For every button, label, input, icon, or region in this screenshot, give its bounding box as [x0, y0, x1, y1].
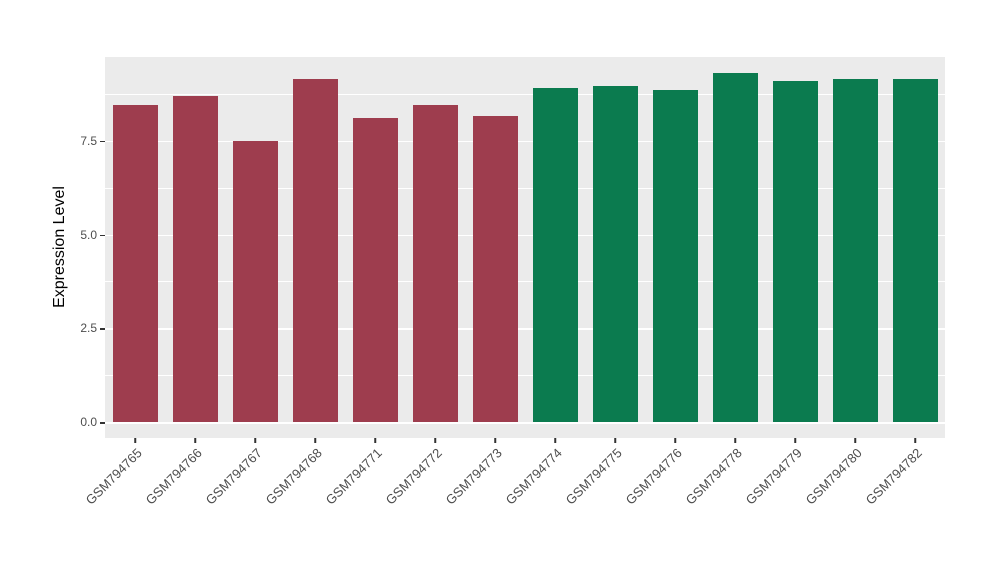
x-tick-label: GSM794774	[502, 445, 565, 508]
x-tick-mark	[794, 438, 796, 443]
gridline-minor	[105, 187, 945, 189]
gridline-major	[105, 422, 945, 424]
y-tick-mark	[100, 328, 105, 330]
x-tick-label: GSM794767	[202, 445, 265, 508]
gridline-major	[105, 328, 945, 330]
bar-GSM794779	[772, 80, 818, 422]
x-tick-mark	[734, 438, 736, 443]
plot-panel	[105, 57, 945, 438]
bar-GSM794766	[172, 95, 218, 422]
bar-GSM794772	[412, 105, 458, 422]
x-tick-mark	[494, 438, 496, 443]
x-tick-mark	[254, 438, 256, 443]
bar-GSM794776	[652, 90, 698, 422]
x-tick-label: GSM794778	[682, 445, 745, 508]
gridline-major	[105, 234, 945, 236]
gridline-minor	[105, 93, 945, 95]
bar-GSM794765	[112, 105, 158, 422]
bar-GSM794778	[712, 73, 758, 422]
bar-GSM794780	[832, 78, 878, 422]
x-tick-mark	[314, 438, 316, 443]
gridline-minor	[105, 375, 945, 376]
y-tick-label: 5.0	[80, 227, 97, 242]
x-tick-label: GSM794780	[802, 445, 865, 508]
x-tick-label: GSM794771	[322, 445, 385, 508]
x-tick-mark	[554, 438, 556, 443]
bar-GSM794767	[232, 140, 278, 422]
x-tick-label: GSM794775	[562, 445, 625, 508]
x-tick-label: GSM794772	[382, 445, 445, 508]
y-tick-mark	[100, 422, 105, 424]
x-tick-mark	[434, 438, 436, 443]
x-tick-label: GSM794768	[262, 445, 325, 508]
x-tick-mark	[674, 438, 676, 443]
y-axis-title: Expression Level	[51, 186, 68, 308]
x-tick-mark	[614, 438, 616, 443]
y-tick-label: 0.0	[80, 415, 97, 429]
x-tick-mark	[134, 438, 136, 443]
bar-GSM794775	[592, 86, 638, 422]
x-tick-label: GSM794779	[742, 445, 805, 508]
x-tick-mark	[914, 438, 916, 443]
x-tick-label: GSM794776	[622, 445, 685, 508]
x-tick-label: GSM794782	[862, 445, 925, 508]
x-tick-label: GSM794773	[442, 445, 505, 508]
bar-GSM794774	[532, 88, 578, 422]
bar-GSM794768	[292, 78, 338, 422]
y-tick-mark	[100, 140, 105, 143]
gridline-minor	[105, 281, 945, 283]
bar-GSM794771	[352, 118, 398, 422]
bar-GSM794782	[892, 78, 938, 422]
gridline-major	[105, 140, 945, 143]
x-tick-label: GSM794766	[142, 445, 205, 508]
y-tick-label: 2.5	[80, 321, 97, 336]
x-tick-label: GSM794765	[82, 445, 145, 508]
bar-GSM794773	[472, 116, 518, 422]
x-tick-mark	[194, 438, 196, 443]
x-tick-mark	[854, 438, 856, 443]
y-tick-mark	[100, 234, 105, 236]
x-tick-mark	[374, 438, 376, 443]
y-tick-label: 7.5	[80, 133, 97, 148]
